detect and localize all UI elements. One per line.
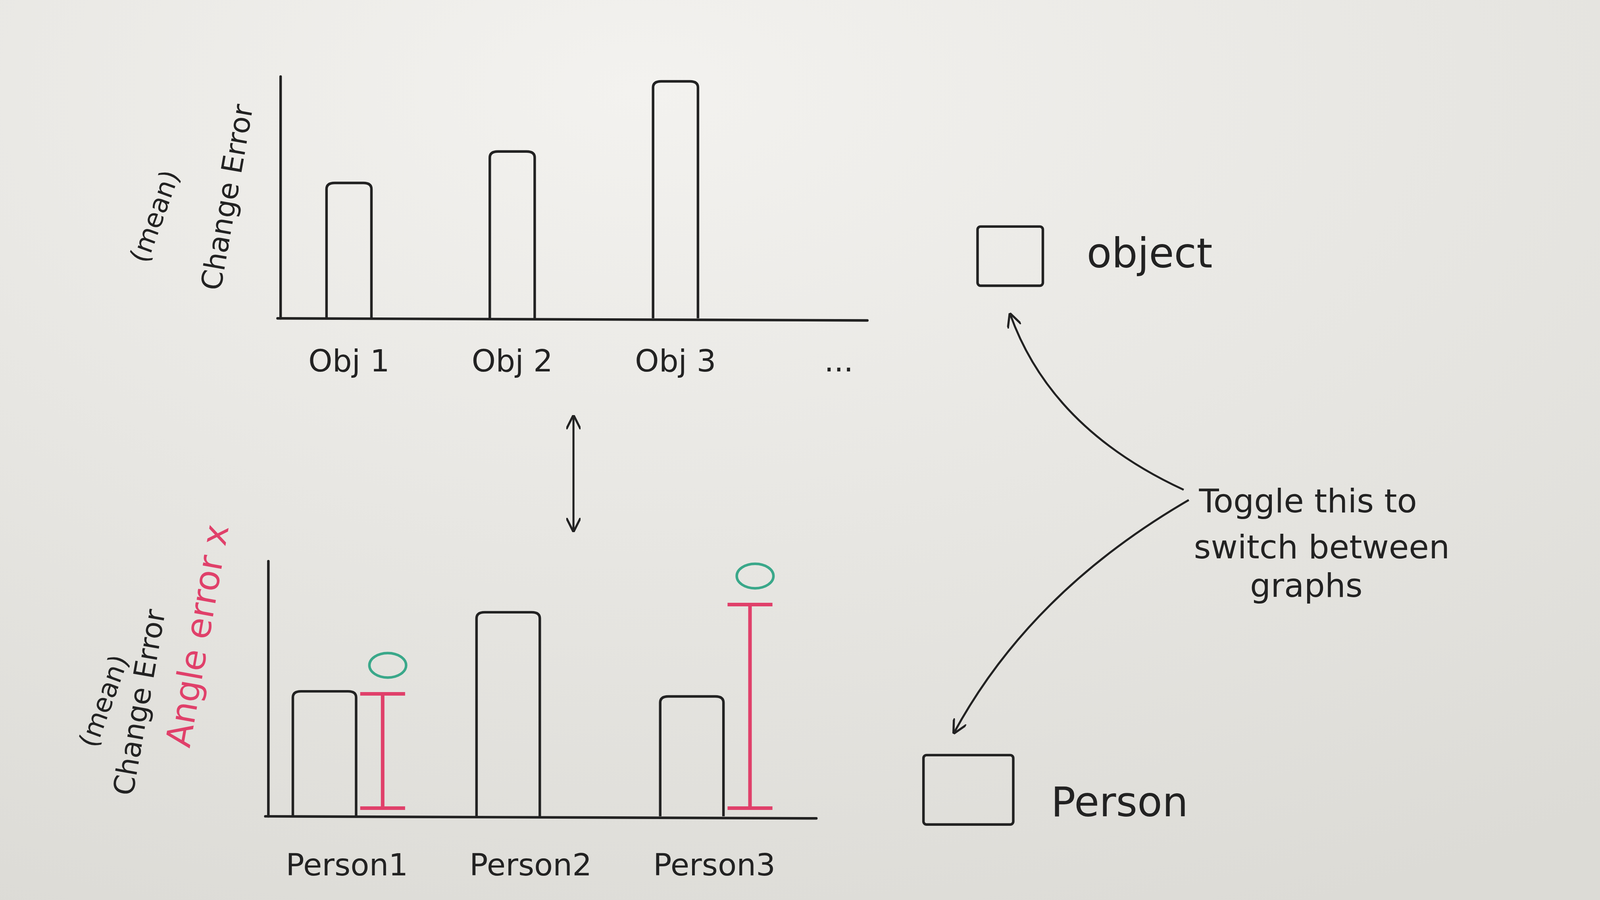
- bar: [476, 612, 540, 817]
- marker: [736, 563, 774, 589]
- toggle-box[interactable]: [923, 755, 1014, 825]
- bar: [653, 81, 699, 319]
- i-beam-cap: [727, 602, 773, 607]
- chart: Obj 1 Obj 2 Obj 3... (mean)Change Error: [123, 76, 868, 379]
- category-label: Obj 3: [634, 342, 717, 379]
- series-name: Change Error: [194, 101, 260, 293]
- toggle-note: Toggle this to: [1198, 482, 1418, 520]
- plot-area: [292, 563, 774, 817]
- switch-arrow: [572, 416, 575, 531]
- category-label: Person1: [285, 846, 408, 883]
- category-label: Person3: [653, 846, 776, 883]
- bar: [326, 182, 372, 319]
- toggle-box[interactable]: [977, 226, 1043, 286]
- toggle-label: Person: [1051, 778, 1189, 826]
- i-beam-stem: [748, 604, 752, 809]
- toggle-note: switch between: [1194, 528, 1450, 566]
- bar: [660, 696, 724, 817]
- marker: [369, 653, 407, 678]
- i-beam-cap: [727, 806, 773, 810]
- i-beam-stem: [380, 694, 385, 809]
- y-label: (mean): [123, 165, 186, 267]
- toggle-note: graphs: [1250, 566, 1363, 605]
- pointer-arrow: [1010, 314, 1184, 490]
- pointer-arrow: [953, 500, 1189, 733]
- background: [0, 0, 1600, 900]
- series-name: Angle error x: [157, 521, 237, 751]
- i-beam-cap: [360, 806, 406, 810]
- category-label: Obj 1: [308, 342, 390, 379]
- plot-area: [326, 81, 699, 319]
- category-label: ...: [824, 342, 854, 379]
- toggle-label: object: [1086, 229, 1213, 277]
- bar: [489, 151, 535, 319]
- i-beam: [727, 563, 774, 809]
- x-axis: [277, 318, 868, 321]
- i-beam-cap: [360, 692, 406, 696]
- bar: [292, 691, 356, 817]
- category-label: Obj 2: [471, 342, 554, 379]
- whiteboard: Obj 1Obj 2Obj 3...(mean)Change ErrorPers…: [0, 0, 1600, 900]
- series-name: Change Error: [106, 606, 172, 799]
- x-axis: [265, 816, 817, 819]
- y-axis: [267, 561, 270, 817]
- y-axis: [279, 76, 282, 319]
- i-beam: [360, 653, 407, 809]
- category-label: Person2: [469, 846, 592, 883]
- chart: Person1Person2Person3(mean)Change ErrorA…: [72, 521, 817, 883]
